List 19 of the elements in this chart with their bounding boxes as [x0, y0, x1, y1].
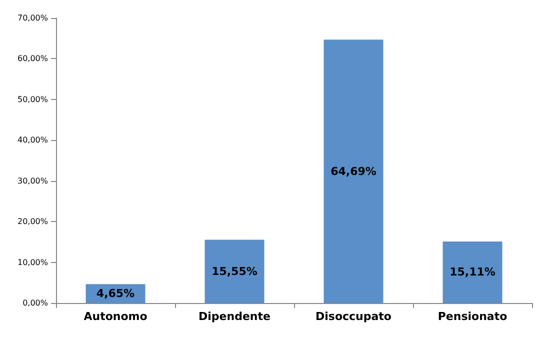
- x-tick-label: Dipendente: [198, 310, 270, 323]
- bar: [442, 241, 502, 303]
- y-tick-label: 70,00%: [17, 14, 48, 22]
- x-tick-label: Autonomo: [84, 310, 148, 323]
- x-tick-label: Disoccupato: [316, 310, 392, 323]
- x-tick-label: Pensionato: [438, 310, 508, 323]
- y-tick-label: 10,00%: [17, 258, 48, 267]
- data-label: 4,65%: [96, 287, 135, 300]
- y-tick-label: 50,00%: [17, 94, 48, 104]
- bar: [324, 40, 384, 303]
- y-tick-label: 30,00%: [17, 176, 48, 186]
- data-label: 15,55%: [212, 264, 258, 278]
- y-tick-label: 20,00%: [17, 217, 48, 226]
- bar: [204, 240, 264, 303]
- y-tick-label: 0,00%: [22, 298, 48, 308]
- y-tick-label: 60,00%: [17, 54, 48, 64]
- y-tick-label: 40,00%: [17, 136, 48, 145]
- data-label: 64,69%: [330, 164, 376, 178]
- data-label: 15,11%: [450, 266, 496, 279]
